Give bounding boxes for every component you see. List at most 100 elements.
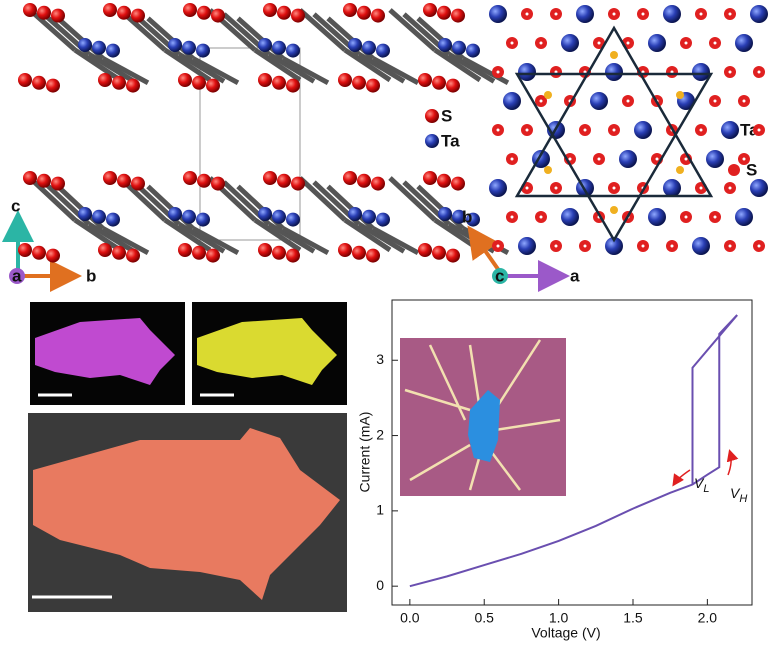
s-center bbox=[728, 244, 732, 248]
s-atom bbox=[23, 3, 37, 17]
s-center bbox=[699, 128, 703, 132]
s-center bbox=[612, 186, 616, 190]
legend-sphere bbox=[425, 134, 439, 148]
s-atom bbox=[32, 75, 46, 90]
s-atom bbox=[437, 173, 451, 188]
axis-dot bbox=[9, 268, 25, 284]
axis-label: c bbox=[11, 196, 20, 215]
s-center bbox=[525, 12, 529, 16]
ta-atom bbox=[376, 43, 390, 58]
ta-atom bbox=[619, 150, 637, 168]
s-center bbox=[496, 244, 500, 248]
map-flake bbox=[33, 428, 340, 600]
ta-atom bbox=[489, 5, 507, 23]
s-atom bbox=[192, 75, 206, 90]
ta-atom bbox=[196, 43, 210, 58]
s-center bbox=[597, 41, 601, 45]
s-atom bbox=[286, 78, 300, 93]
s-atom bbox=[366, 248, 380, 263]
ta-atom bbox=[489, 179, 507, 197]
ta-atom bbox=[561, 34, 579, 52]
s-atom bbox=[32, 245, 46, 260]
bond bbox=[101, 56, 150, 85]
s-atom bbox=[197, 173, 211, 188]
bond bbox=[73, 217, 122, 253]
s-center bbox=[510, 215, 514, 219]
x-tick-label: 1.5 bbox=[623, 610, 643, 626]
map-flake bbox=[35, 318, 175, 385]
ta-atom bbox=[605, 237, 623, 255]
ta-atom bbox=[182, 209, 196, 224]
s-atom bbox=[277, 173, 291, 188]
legend-label: S bbox=[441, 106, 452, 125]
shift-arrow bbox=[544, 166, 552, 174]
s-atom bbox=[371, 8, 385, 23]
axis-arrow bbox=[467, 225, 502, 274]
s-center bbox=[539, 41, 543, 45]
s-atom bbox=[192, 245, 206, 260]
ta-atom bbox=[466, 43, 480, 58]
s-center bbox=[568, 157, 572, 161]
bond bbox=[298, 8, 347, 52]
s-center bbox=[612, 12, 616, 16]
s-center bbox=[597, 157, 601, 161]
s-atom bbox=[357, 173, 371, 188]
ta-atom bbox=[106, 212, 120, 227]
axis-label: a bbox=[12, 266, 22, 285]
ta-atom bbox=[78, 207, 92, 221]
sweep-arrow bbox=[672, 469, 691, 487]
bond bbox=[253, 47, 302, 83]
bond bbox=[177, 222, 226, 254]
s-atom bbox=[343, 171, 357, 185]
annotation: VH bbox=[730, 485, 747, 505]
ta-atom bbox=[438, 38, 452, 52]
y-tick-label: 1 bbox=[376, 502, 384, 518]
s-center bbox=[728, 70, 732, 74]
s-atom bbox=[352, 75, 366, 90]
s-atom bbox=[206, 248, 220, 263]
shift-arrow bbox=[610, 51, 618, 59]
s-atom bbox=[131, 8, 145, 23]
s-center bbox=[713, 41, 717, 45]
bond bbox=[298, 176, 347, 222]
s-center bbox=[684, 215, 688, 219]
ta-atom bbox=[286, 43, 300, 58]
s-center bbox=[539, 215, 543, 219]
s-center bbox=[757, 70, 761, 74]
s-atom bbox=[183, 171, 197, 185]
s-center bbox=[612, 128, 616, 132]
ta-atom bbox=[272, 209, 286, 224]
s-atom bbox=[437, 5, 451, 20]
ta-atom bbox=[376, 212, 390, 227]
bond bbox=[281, 226, 330, 255]
ta-atom bbox=[362, 209, 376, 224]
s-center bbox=[742, 99, 746, 103]
s-atom bbox=[98, 73, 112, 87]
s-atom bbox=[338, 73, 352, 87]
shift-arrow bbox=[676, 166, 684, 174]
map-flake bbox=[197, 318, 337, 385]
legend-label: Ta bbox=[740, 120, 759, 139]
ta-atom bbox=[561, 208, 579, 226]
s-atom bbox=[357, 5, 371, 20]
ta-atom bbox=[518, 237, 536, 255]
shift-arrow bbox=[610, 206, 618, 214]
axis-label: b bbox=[86, 266, 96, 285]
bond bbox=[73, 47, 122, 83]
s-center bbox=[554, 186, 558, 190]
s-atom bbox=[98, 243, 112, 257]
ta-atom bbox=[648, 34, 666, 52]
s-center bbox=[641, 244, 645, 248]
bond bbox=[388, 8, 437, 52]
s-atom bbox=[178, 243, 192, 257]
y-tick-label: 0 bbox=[376, 577, 384, 593]
bond bbox=[267, 222, 316, 254]
bond bbox=[343, 47, 392, 83]
s-center bbox=[728, 186, 732, 190]
legend-label: Ta bbox=[441, 131, 460, 150]
ta-atom bbox=[182, 40, 196, 55]
s-atom bbox=[126, 78, 140, 93]
bond bbox=[163, 217, 212, 253]
x-tick-label: 1.0 bbox=[549, 610, 569, 626]
